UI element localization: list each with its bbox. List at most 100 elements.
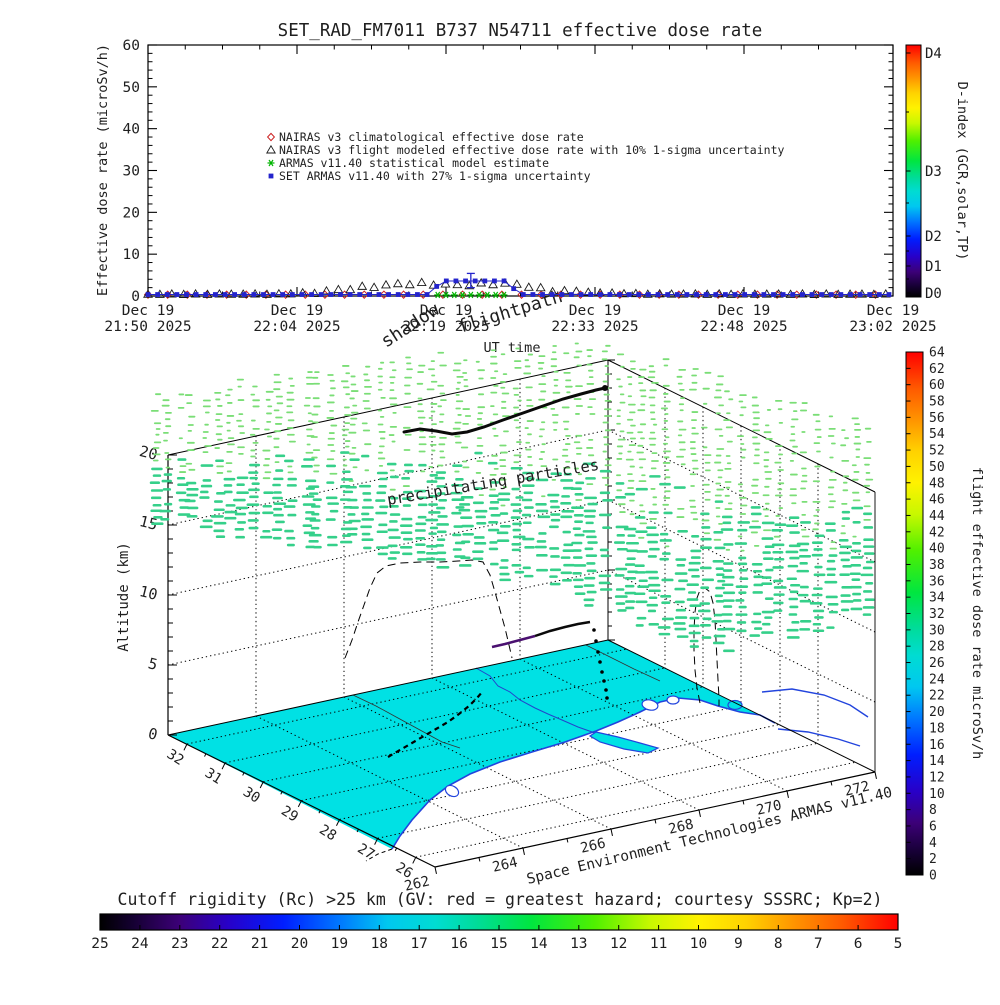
dose-tick-label: 26	[929, 656, 945, 671]
series-3	[145, 272, 892, 297]
dindex-tick-label: D3	[925, 164, 942, 180]
y-tick-label: 0	[131, 289, 140, 305]
y-axis-label: Effective dose rate (microSv/h)	[95, 44, 111, 296]
alt-tick-label: 10	[138, 582, 160, 604]
cutoff-tick-label: 20	[291, 936, 308, 952]
credit-label: Space Environment Technologies ARMAS v11…	[525, 785, 894, 888]
lat-tick-label: 29	[278, 803, 301, 826]
cutoff-tick-label: 12	[610, 936, 627, 952]
cutoff-tick-label: 10	[690, 936, 707, 952]
dose-tick-label: 38	[929, 558, 945, 573]
alt-axis-label: Altitude (km)	[116, 542, 132, 652]
dose-tick-label: 16	[929, 738, 945, 753]
dose-tick-label: 52	[929, 444, 945, 459]
lat-tick-label: 31	[202, 765, 225, 788]
dose-tick-label: 18	[929, 721, 945, 736]
lon-tick-label: 272	[843, 778, 871, 799]
cutoff-tick-label: 23	[171, 936, 188, 952]
dose-tick-label: 30	[929, 623, 945, 638]
top-chart-title: SET_RAD_FM7011 B737 N54711 effective dos…	[278, 21, 763, 41]
dose-tick-label: 48	[929, 476, 945, 491]
x-tick-time: 22:33 2025	[551, 319, 638, 335]
cutoff-tick-label: 15	[490, 936, 507, 952]
cutoff-tick-label: 5	[894, 936, 903, 952]
x-tick-time: 23:02 2025	[849, 319, 936, 335]
dose-tick-label: 24	[929, 672, 945, 687]
dose-tick-label: 2	[929, 852, 937, 867]
y-tick-label: 30	[123, 164, 140, 180]
dindex-title: D-index (GCR,solar,TP)	[954, 82, 970, 261]
x-axis-label: UT time	[484, 340, 541, 356]
dindex-tick-label: D0	[925, 286, 942, 302]
y-tick-label: 10	[123, 247, 140, 263]
x-tick-date: Dec 19	[122, 303, 174, 319]
dose-tick-label: 20	[929, 705, 945, 720]
dose-tick-label: 50	[929, 460, 945, 475]
cutoff-tick-label: 14	[530, 936, 548, 952]
lat-tick-label: 28	[316, 822, 339, 845]
dindex-tick-label: D2	[925, 229, 942, 245]
lon-tick-label: 266	[579, 835, 607, 856]
dose-tick-label: 40	[929, 542, 945, 557]
dose-tick-label: 44	[929, 509, 945, 524]
lat-tick-label: 32	[164, 746, 187, 769]
dose-tick-label: 64	[929, 346, 945, 361]
dose-tick-label: 42	[929, 525, 945, 540]
cutoff-tick-label: 13	[570, 936, 587, 952]
cutoff-tick-label: 24	[131, 936, 149, 952]
x-tick-date: Dec 19	[271, 303, 323, 319]
legend-label: SET ARMAS v11.40 with 27% 1-sigma uncert…	[279, 169, 591, 183]
dose-tick-label: 56	[929, 411, 945, 426]
cutoff-tick-label: 19	[331, 936, 348, 952]
dose-tick-label: 6	[929, 819, 937, 834]
cutoff-title: Cutoff rigidity (Rc) >25 km (GV: red = g…	[118, 890, 883, 909]
cutoff-tick-label: 17	[410, 936, 427, 952]
dose-tick-label: 10	[929, 787, 945, 802]
cutoff-tick-label: 9	[734, 936, 743, 952]
cutoff-colorbar: Cutoff rigidity (Rc) >25 km (GV: red = g…	[91, 890, 902, 952]
dindex-colorbar: D0 D1 D2 D3 D4 D-index (GCR,solar,TP)	[905, 44, 970, 302]
lon-tick-label: 264	[491, 854, 519, 875]
dose-tick-label: 12	[929, 770, 945, 785]
lon-tick-label: 262	[403, 873, 431, 894]
cutoff-tick-label: 11	[650, 936, 667, 952]
top-chart: SET_RAD_FM7011 B737 N54711 effective dos…	[95, 21, 937, 356]
lat-tick-label: 26	[393, 860, 416, 883]
dose-tick-label: 4	[929, 836, 937, 851]
dose-tick-label: 14	[929, 754, 945, 769]
dose-tick-label: 46	[929, 493, 945, 508]
x-tick-date: Dec 19	[569, 303, 621, 319]
dose-colorbar-title: flight effective dose rate microSv/h	[969, 467, 985, 760]
dose-tick-label: 34	[929, 591, 945, 606]
alt-tick-label: 5	[146, 654, 159, 674]
legend-label: NAIRAS v3 flight modeled effective dose …	[279, 143, 784, 157]
x-tick-time: 21:50 2025	[104, 319, 191, 335]
dose-tick-label: 32	[929, 607, 945, 622]
cutoff-tick-label: 22	[211, 936, 228, 952]
cutoff-tick-label: 18	[371, 936, 388, 952]
x-tick-time: 22:19 2025	[402, 319, 489, 335]
dose-tick-label: 62	[929, 362, 945, 377]
flight-dose-colorbar: 0246810121416182022242628303234363840424…	[905, 346, 985, 884]
dindex-tick-label: D1	[925, 259, 942, 275]
alt-tick-label: 0	[146, 724, 159, 744]
legend: NAIRAS v3 climatological effective dose …	[266, 130, 784, 183]
dose-tick-label: 60	[929, 378, 945, 393]
cutoff-tick-label: 6	[854, 936, 863, 952]
legend-label: NAIRAS v3 climatological effective dose …	[279, 130, 584, 144]
y-tick-label: 20	[123, 205, 140, 221]
x-tick-date: Dec 19	[867, 303, 919, 319]
cutoff-tick-label: 16	[450, 936, 467, 952]
dose-tick-label: 0	[929, 869, 937, 884]
y-tick-label: 60	[123, 38, 140, 54]
dose-tick-label: 36	[929, 574, 945, 589]
dose-tick-label: 22	[929, 689, 945, 704]
y-tick-label: 40	[123, 122, 140, 138]
cutoff-tick-label: 25	[91, 936, 108, 952]
x-tick-date: Dec 19	[718, 303, 770, 319]
particles	[149, 342, 875, 653]
cutoff-tick-label: 7	[814, 936, 823, 952]
x-tick-date: Dec 19	[420, 303, 472, 319]
